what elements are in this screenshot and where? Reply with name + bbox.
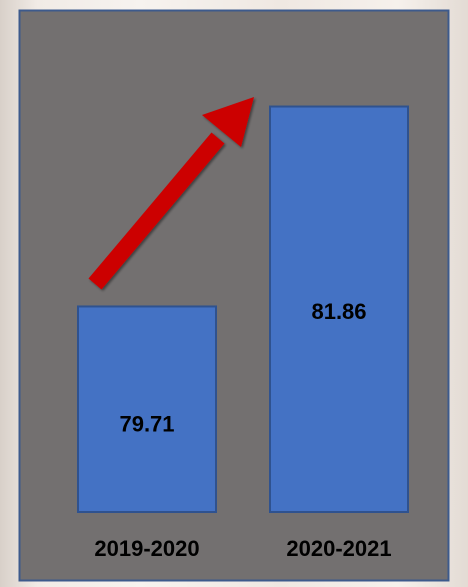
trend-arrow-head [202,97,254,147]
x-tick-label: 2020-2021 [286,536,391,561]
bar-value-label: 81.86 [311,299,366,324]
trend-arrow [88,97,254,290]
labels-layer: 79.71 2019-2020 81.86 2020-2021 [94,299,391,561]
bar-2020-2021 [269,105,409,514]
x-tick-label: 2019-2020 [94,536,199,561]
bar-value-label: 79.71 [119,411,174,436]
bars-layer [77,105,409,514]
trend-arrow-shaft [88,132,225,290]
bar-2019-2020 [77,305,217,513]
